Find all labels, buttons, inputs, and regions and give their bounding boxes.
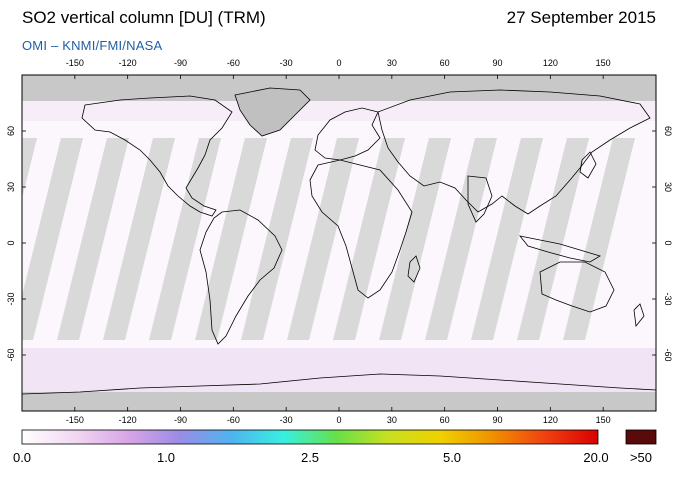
africa <box>309 159 413 299</box>
asia <box>377 89 651 215</box>
lat-tick-label-left: 30 <box>6 182 16 192</box>
colorbar-label-0: 0.0 <box>12 450 32 465</box>
colorbar <box>21 429 599 445</box>
colorbar-label-1: 1.0 <box>156 450 176 465</box>
lon-tick-label-bottom: -60 <box>227 415 240 425</box>
orbit-gap-swath <box>241 138 313 340</box>
lon-tick-label-top: -60 <box>227 58 240 68</box>
orbit-gap-swath <box>103 138 175 340</box>
arctic-no-data <box>22 75 656 101</box>
madagascar <box>407 255 421 283</box>
data-credit: OMI – KNMI/FMI/NASA <box>22 38 163 53</box>
orbit-gap-swath <box>333 138 405 340</box>
orbit-gap-swath <box>471 138 543 340</box>
orbit-gap-swath <box>287 138 359 340</box>
orbit-gap-swath <box>149 138 221 340</box>
lon-tick-label-top: -30 <box>280 58 293 68</box>
europe <box>314 107 381 161</box>
lat-tick-label-right: 30 <box>663 182 673 192</box>
lon-tick-label-bottom: -30 <box>280 415 293 425</box>
colorbar-overflow-swatch <box>625 429 657 445</box>
lon-tick-label-bottom: 150 <box>596 415 611 425</box>
orbit-gap-swath <box>57 138 129 340</box>
orbit-gap-swath <box>22 138 83 340</box>
lon-tick-label-bottom: 30 <box>387 415 397 425</box>
southern-ocean-band <box>22 348 656 392</box>
lat-tick-label-right: 60 <box>663 126 673 136</box>
lon-tick-label-bottom: 0 <box>336 415 341 425</box>
lon-tick-label-bottom: -120 <box>119 415 137 425</box>
lat-tick-label-left: 0 <box>6 240 16 245</box>
lon-tick-label-top: 30 <box>387 58 397 68</box>
orbit-gap-swath <box>517 138 589 340</box>
orbit-gap-swath <box>563 138 635 340</box>
lat-tick-label-right: -30 <box>663 292 673 305</box>
south-america <box>199 209 283 345</box>
arctic-band <box>22 101 656 121</box>
lon-tick-label-top: 150 <box>596 58 611 68</box>
north-america <box>81 95 233 217</box>
lon-tick-label-top: 0 <box>336 58 341 68</box>
lon-tick-label-bottom: -90 <box>174 415 187 425</box>
orbit-gap-swath <box>22 138 37 199</box>
maritime-continent <box>519 235 601 263</box>
australia <box>539 261 615 313</box>
colorbar-overflow-label: >50 <box>629 450 653 465</box>
lon-tick-label-top: -150 <box>66 58 84 68</box>
orbit-gap-swath <box>379 138 451 340</box>
map-title: SO2 vertical column [DU] (TRM) <box>22 8 266 27</box>
new-zealand <box>633 303 645 327</box>
orbit-gap-swath <box>425 138 497 340</box>
lon-tick-label-bottom: -150 <box>66 415 84 425</box>
lon-tick-label-top: 90 <box>492 58 502 68</box>
lat-tick-label-left: 60 <box>6 126 16 136</box>
antarctica <box>22 373 656 395</box>
lon-tick-label-bottom: 120 <box>543 415 558 425</box>
lat-tick-label-left: -30 <box>6 292 16 305</box>
orbit-gap-swath <box>195 138 267 340</box>
lat-tick-label-right: -60 <box>663 348 673 361</box>
lon-tick-label-top: 120 <box>543 58 558 68</box>
lon-tick-label-bottom: 90 <box>492 415 502 425</box>
antarctic-no-data <box>22 392 656 411</box>
coastlines <box>22 87 656 395</box>
lon-tick-label-top: -120 <box>119 58 137 68</box>
lon-tick-label-top: 60 <box>440 58 450 68</box>
lon-tick-label-bottom: 60 <box>440 415 450 425</box>
colorbar-label-4: 20.0 <box>583 450 609 465</box>
colorbar-label-3: 5.0 <box>442 450 462 465</box>
map-axes: -150 -150 -120 -120 -90 -90 -60 -60 -30 -30 0 0 30 30… <box>6 58 673 425</box>
lon-tick-label-top: -90 <box>174 58 187 68</box>
lat-tick-label-right: 0 <box>663 240 673 245</box>
orbit-gaps <box>22 138 635 340</box>
lat-tick-label-left: -60 <box>6 348 16 361</box>
india <box>467 175 493 223</box>
greenland <box>234 87 311 137</box>
japan <box>579 151 597 179</box>
colorbar-label-2: 2.5 <box>300 450 320 465</box>
map-date: 27 September 2015 <box>506 8 656 27</box>
